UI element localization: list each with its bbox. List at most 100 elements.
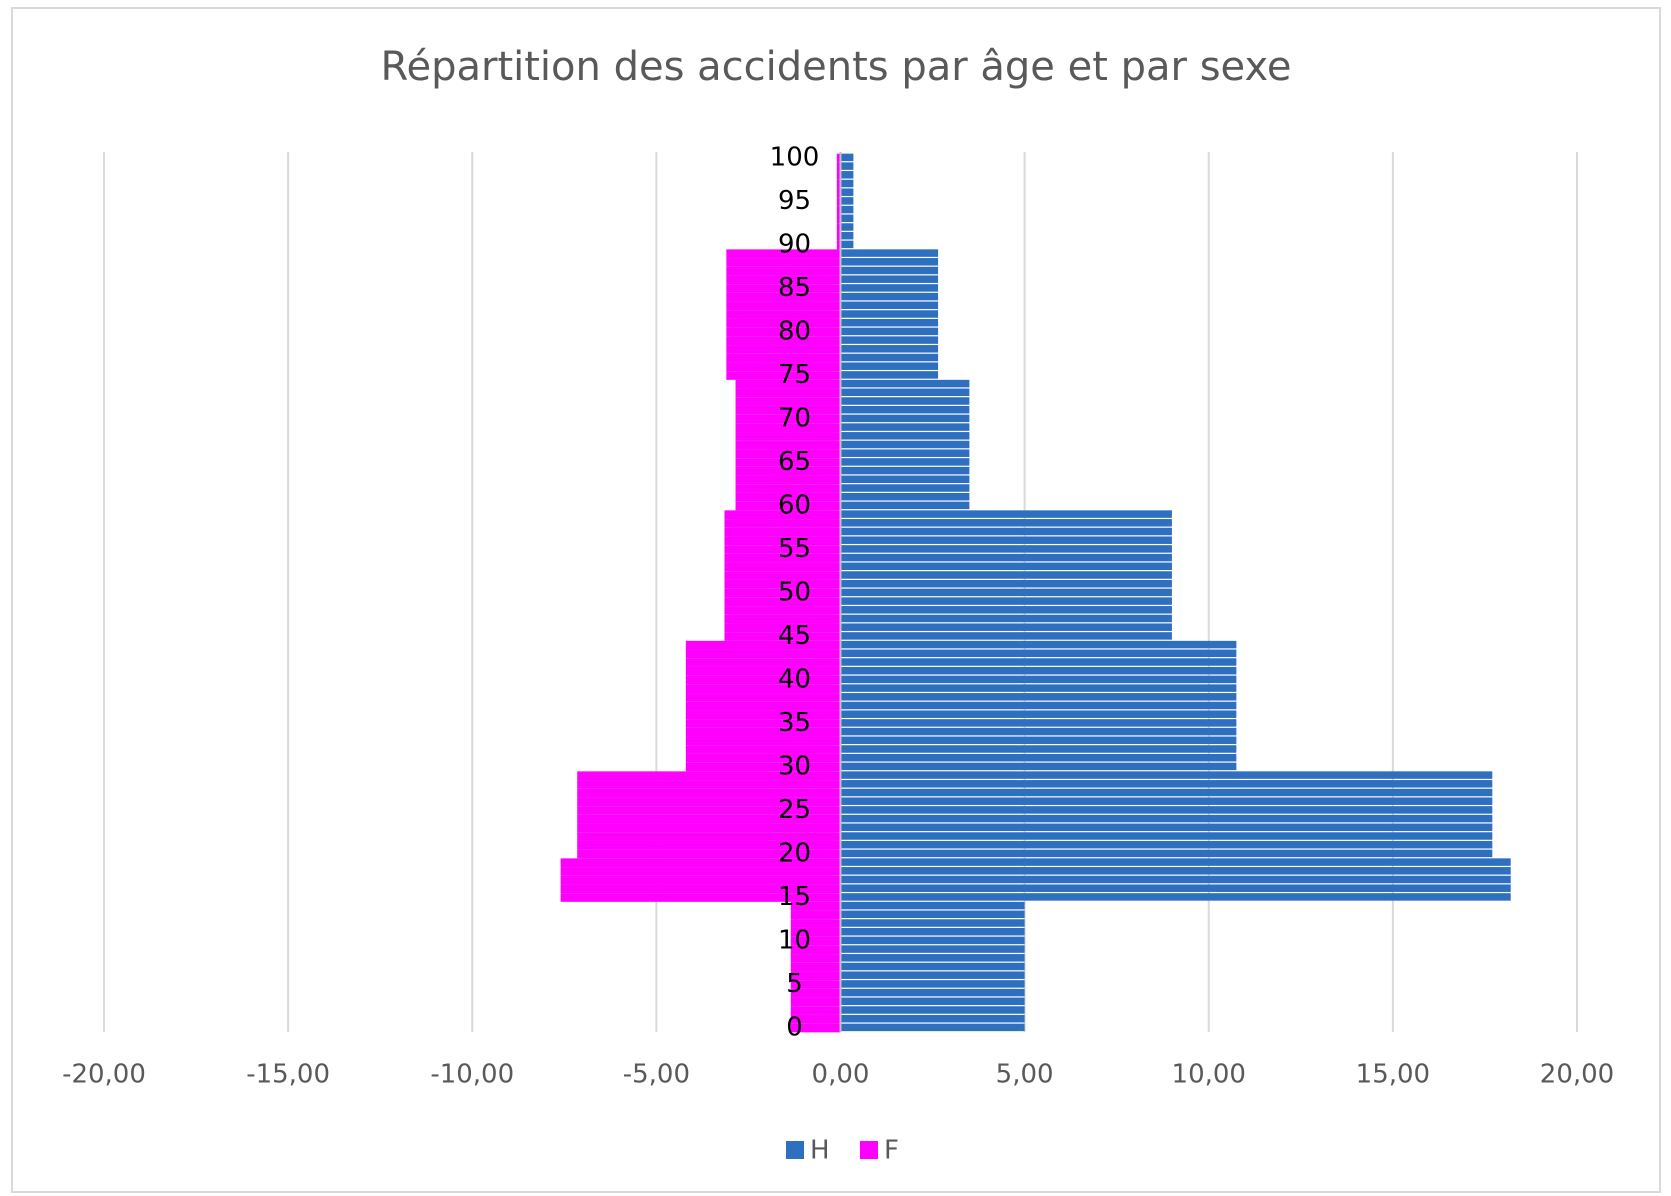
bar bbox=[840, 553, 1172, 562]
x-tick-label: 15,00 bbox=[1356, 1060, 1430, 1090]
bar bbox=[577, 797, 841, 807]
bar bbox=[840, 823, 1493, 832]
bar bbox=[840, 780, 1493, 788]
bar bbox=[840, 727, 1237, 736]
bar bbox=[840, 849, 1493, 858]
bar bbox=[840, 440, 970, 449]
bar bbox=[836, 223, 841, 232]
bar bbox=[840, 893, 1511, 901]
bar bbox=[840, 1023, 1025, 1032]
bar bbox=[735, 492, 841, 502]
y-tick-label: 50 bbox=[778, 578, 811, 608]
bar bbox=[840, 527, 1172, 536]
bar bbox=[790, 919, 841, 928]
bar bbox=[790, 901, 841, 911]
bar bbox=[577, 780, 841, 789]
bar bbox=[840, 901, 1025, 910]
y-tick-label: 95 bbox=[778, 186, 811, 216]
bar bbox=[560, 858, 841, 868]
bar bbox=[724, 545, 841, 554]
bar bbox=[726, 284, 841, 293]
bar bbox=[840, 597, 1172, 605]
bar bbox=[560, 893, 841, 902]
bar bbox=[840, 797, 1493, 805]
y-tick-label: 35 bbox=[778, 708, 811, 738]
bar bbox=[840, 623, 1172, 631]
bar bbox=[726, 292, 841, 302]
bar bbox=[840, 266, 939, 275]
bar bbox=[840, 945, 1025, 953]
bar bbox=[840, 423, 970, 431]
bar bbox=[724, 579, 841, 589]
bar bbox=[735, 414, 841, 424]
bar bbox=[577, 806, 841, 815]
bar bbox=[840, 466, 970, 475]
bar bbox=[790, 1014, 841, 1024]
bar bbox=[840, 492, 970, 501]
bar bbox=[840, 1006, 1025, 1014]
bar bbox=[726, 318, 841, 328]
bar bbox=[836, 153, 841, 163]
bar bbox=[840, 284, 939, 292]
y-tick-label: 40 bbox=[778, 665, 811, 695]
bar bbox=[840, 501, 970, 510]
bar bbox=[840, 858, 1511, 866]
bar bbox=[560, 867, 841, 876]
bar bbox=[840, 223, 854, 231]
bar bbox=[735, 458, 841, 467]
bar bbox=[790, 945, 841, 955]
bar bbox=[790, 910, 841, 920]
y-tick-label: 20 bbox=[778, 839, 811, 869]
legend-swatch bbox=[786, 1141, 804, 1159]
bar bbox=[836, 179, 841, 189]
bar bbox=[685, 649, 841, 659]
bar bbox=[726, 258, 841, 267]
bar bbox=[724, 614, 841, 624]
bar bbox=[840, 475, 970, 484]
bar bbox=[685, 675, 841, 685]
bar bbox=[840, 710, 1237, 718]
bar bbox=[735, 501, 841, 511]
bar bbox=[840, 345, 939, 353]
bar bbox=[790, 962, 841, 972]
bar bbox=[840, 832, 1493, 840]
bar bbox=[840, 562, 1172, 571]
y-tick-label: 100 bbox=[770, 143, 820, 173]
bar bbox=[726, 327, 841, 337]
bar bbox=[840, 162, 854, 170]
bar bbox=[840, 249, 939, 257]
bar bbox=[685, 736, 841, 746]
bar bbox=[840, 753, 1237, 762]
bar bbox=[840, 327, 939, 336]
bar bbox=[790, 980, 841, 989]
bar bbox=[726, 371, 841, 380]
bar bbox=[840, 962, 1025, 971]
bar bbox=[685, 693, 841, 702]
bar bbox=[724, 623, 841, 633]
bar bbox=[840, 449, 970, 457]
bar bbox=[726, 345, 841, 354]
bar bbox=[577, 832, 841, 841]
bar bbox=[840, 258, 939, 266]
bar bbox=[724, 606, 841, 615]
bar bbox=[840, 684, 1237, 692]
bar bbox=[840, 571, 1172, 579]
bar bbox=[840, 353, 939, 362]
bar bbox=[726, 362, 841, 372]
bar bbox=[840, 379, 970, 388]
bar bbox=[840, 988, 1025, 997]
bar bbox=[840, 197, 854, 205]
legend-swatch bbox=[860, 1141, 878, 1159]
bar bbox=[840, 736, 1237, 745]
x-tick-label: 20,00 bbox=[1540, 1060, 1614, 1090]
bar bbox=[840, 1014, 1025, 1023]
bar bbox=[685, 762, 841, 772]
bar bbox=[840, 214, 854, 223]
x-tick-label: 5,00 bbox=[996, 1060, 1054, 1090]
bar bbox=[735, 475, 841, 485]
bar bbox=[685, 684, 841, 694]
bar bbox=[840, 588, 1172, 597]
bar bbox=[577, 823, 841, 833]
bar bbox=[840, 701, 1237, 710]
